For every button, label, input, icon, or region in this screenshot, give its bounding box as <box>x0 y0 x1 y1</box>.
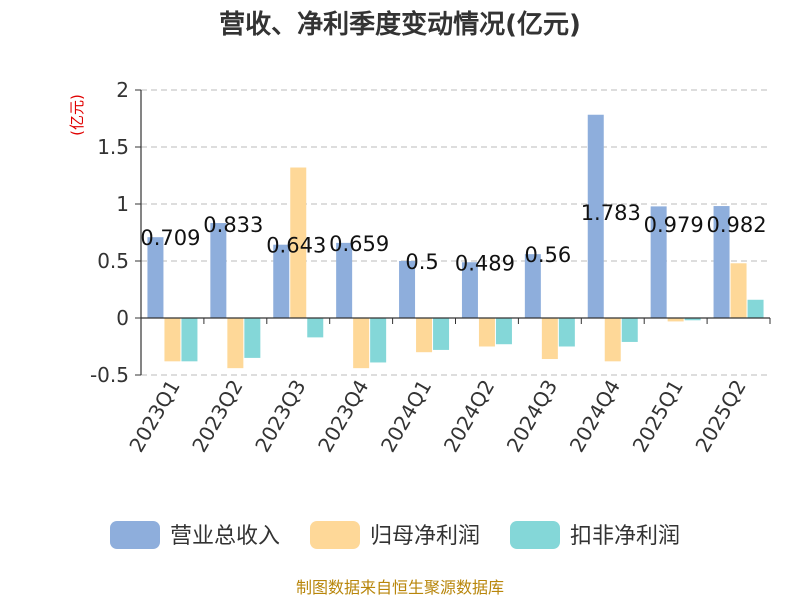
bar <box>290 167 307 318</box>
chart-title: 营收、净利季度变动情况(亿元) <box>219 9 581 40</box>
bar <box>273 244 290 318</box>
y-tick-label: 1 <box>116 192 129 216</box>
legend-swatch <box>510 521 560 549</box>
bar <box>416 318 433 353</box>
legend-label: 营业总收入 <box>170 524 280 549</box>
bars <box>147 114 764 369</box>
bar <box>227 318 244 369</box>
data-label: 0.833 <box>203 213 263 237</box>
bar <box>667 318 684 322</box>
bar <box>747 299 764 318</box>
bar <box>210 223 227 318</box>
bar <box>524 254 541 318</box>
bar <box>478 318 495 347</box>
x-tick-label: 2023Q3 <box>250 376 310 457</box>
bar <box>587 114 604 318</box>
x-tick-label: 2023Q4 <box>313 376 373 457</box>
bar <box>336 242 353 318</box>
x-tick-label: 2025Q2 <box>690 376 750 457</box>
x-tick-label: 2023Q2 <box>187 376 247 457</box>
data-label: 1.783 <box>581 201 641 225</box>
bar <box>713 206 730 318</box>
data-label: 0.709 <box>140 226 200 250</box>
source-note: 制图数据来自恒生聚源数据库 <box>296 578 504 597</box>
bar <box>244 318 261 358</box>
bar <box>730 263 747 318</box>
y-tick-label: 0 <box>116 306 129 330</box>
x-tick-label: 2024Q1 <box>376 376 436 457</box>
bar <box>541 318 558 360</box>
bar <box>461 262 478 318</box>
y-axis-unit-label: (亿元) <box>68 94 86 136</box>
x-tick-label: 2024Q3 <box>502 376 562 457</box>
x-tick-label: 2024Q2 <box>439 376 499 457</box>
bar <box>684 318 701 321</box>
bar <box>370 318 387 363</box>
y-tick-label: -0.5 <box>90 363 129 387</box>
bar <box>495 318 512 345</box>
bar <box>399 261 416 318</box>
legend-label: 归母净利润 <box>370 524 480 549</box>
data-label: 0.489 <box>455 251 515 275</box>
bar <box>558 318 575 347</box>
bar <box>181 318 198 362</box>
legend-label: 扣非净利润 <box>570 524 680 549</box>
legend-swatch <box>110 521 160 549</box>
data-label: 0.56 <box>524 243 571 267</box>
data-label: 0.643 <box>266 234 326 258</box>
data-label: 0.982 <box>706 213 766 237</box>
bar <box>164 318 181 362</box>
data-label: 0.659 <box>329 232 389 256</box>
bar <box>147 237 164 318</box>
y-tick-label: 1.5 <box>97 135 129 159</box>
legend-swatch <box>310 521 360 549</box>
y-tick-label: 2 <box>116 78 129 102</box>
bar <box>433 318 450 350</box>
y-tick-label: 0.5 <box>97 249 129 273</box>
x-tick-label: 2023Q1 <box>124 376 184 457</box>
bar <box>650 206 667 318</box>
legend: 营业总收入 归母净利润 扣非净利润 <box>110 521 680 549</box>
data-label: 0.979 <box>644 213 704 237</box>
bar <box>621 318 638 342</box>
x-tick-label: 2025Q1 <box>628 376 688 457</box>
x-tick-label: 2024Q4 <box>565 376 625 457</box>
bar <box>604 318 621 362</box>
data-label: 0.5 <box>405 250 438 274</box>
bar <box>353 318 370 369</box>
bar <box>307 318 324 338</box>
